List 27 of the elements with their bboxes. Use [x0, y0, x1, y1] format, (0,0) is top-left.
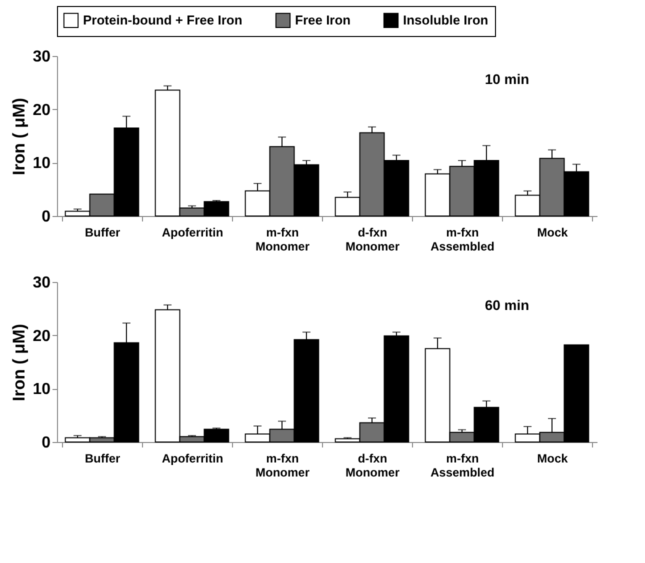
- x-tick-label: m-fxn Assembled: [430, 226, 495, 254]
- x-tick-label: Buffer: [84, 226, 120, 240]
- y-tick-label: 10: [32, 381, 51, 398]
- y-axis-title: Iron ( μM): [10, 98, 29, 176]
- x-tick-label: m-fxn Assembled: [430, 452, 495, 480]
- legend-label: Protein-bound + Free Iron: [83, 12, 242, 28]
- annotation: 60 min: [484, 297, 530, 313]
- x-tick-label: Buffer: [84, 452, 120, 466]
- y-tick-label: 0: [42, 208, 51, 226]
- y-tick-label: 30: [32, 274, 51, 292]
- x-tick-label: Mock: [537, 452, 568, 466]
- x-tick-label: Apoferritin: [162, 452, 224, 466]
- legend-label: Insoluble Iron: [403, 12, 488, 28]
- y-axis-title: Iron ( μM): [10, 324, 29, 402]
- y-tick-label: 20: [32, 328, 51, 345]
- x-tick-label: Apoferritin: [162, 226, 224, 240]
- y-tick-label: 30: [32, 48, 51, 66]
- x-tick-label: d-fxn Monomer: [346, 226, 400, 254]
- legend-label: Free Iron: [295, 12, 351, 28]
- annotation: 10 min: [484, 71, 530, 87]
- x-tick-label: d-fxn Monomer: [346, 452, 400, 480]
- x-tick-label: m-fxn Monomer: [256, 226, 310, 254]
- x-tick-label: m-fxn Monomer: [256, 452, 310, 480]
- y-tick-label: 20: [32, 102, 51, 119]
- y-tick-label: 10: [32, 155, 51, 172]
- y-tick-label: 0: [42, 434, 51, 452]
- x-tick-label: Mock: [537, 226, 568, 240]
